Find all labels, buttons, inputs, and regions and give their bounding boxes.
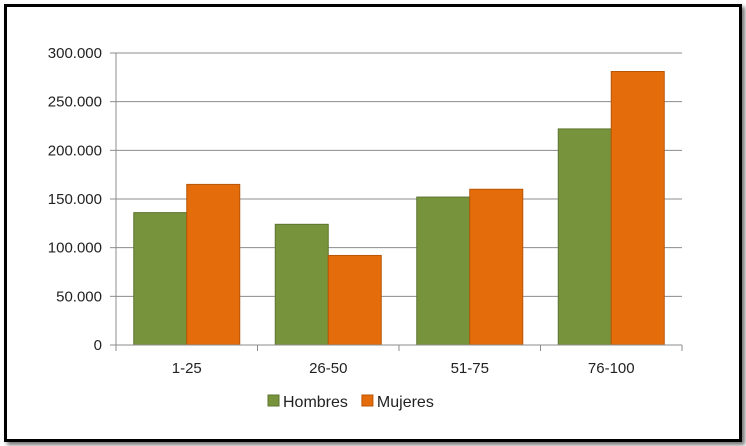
y-tick-label: 200.000 — [48, 142, 102, 159]
x-tick-labels: 1-25 26-50 51-75 76-100 — [172, 360, 635, 377]
legend-label-hombres: Hombres — [283, 394, 348, 411]
x-tick-label: 26-50 — [309, 360, 347, 377]
y-tick-label: 250.000 — [48, 94, 102, 111]
y-tick-label: 150.000 — [48, 191, 102, 208]
bar-hombres-1-25 — [133, 212, 188, 346]
bar-mujeres-1-25 — [186, 183, 241, 346]
bars — [133, 70, 665, 346]
y-tick-label: 0 — [94, 337, 102, 354]
y-tick-labels: 0 50.000 100.000 150.000 200.000 250.000 300.0… — [48, 45, 102, 354]
legend-label-mujeres: Mujeres — [377, 394, 434, 411]
legend: Hombres Mujeres — [267, 394, 434, 411]
y-tick-label: 50.000 — [56, 288, 102, 305]
x-tick-label: 1-25 — [172, 360, 202, 377]
legend-swatch-mujeres — [361, 394, 374, 407]
bar-mujeres-26-50 — [327, 254, 382, 346]
bar-mujeres-76-100 — [610, 70, 665, 346]
bar-hombres-26-50 — [274, 223, 329, 346]
bar-hombres-76-100 — [557, 128, 612, 346]
axes — [110, 52, 683, 351]
x-tick-label: 76-100 — [588, 360, 635, 377]
y-tick-label: 300.000 — [48, 45, 102, 62]
bar-mujeres-51-75 — [469, 188, 524, 346]
y-tick-label: 100.000 — [48, 240, 102, 257]
x-tick-label: 51-75 — [451, 360, 489, 377]
legend-swatch-hombres — [267, 394, 280, 407]
bar-hombres-51-75 — [416, 196, 471, 346]
